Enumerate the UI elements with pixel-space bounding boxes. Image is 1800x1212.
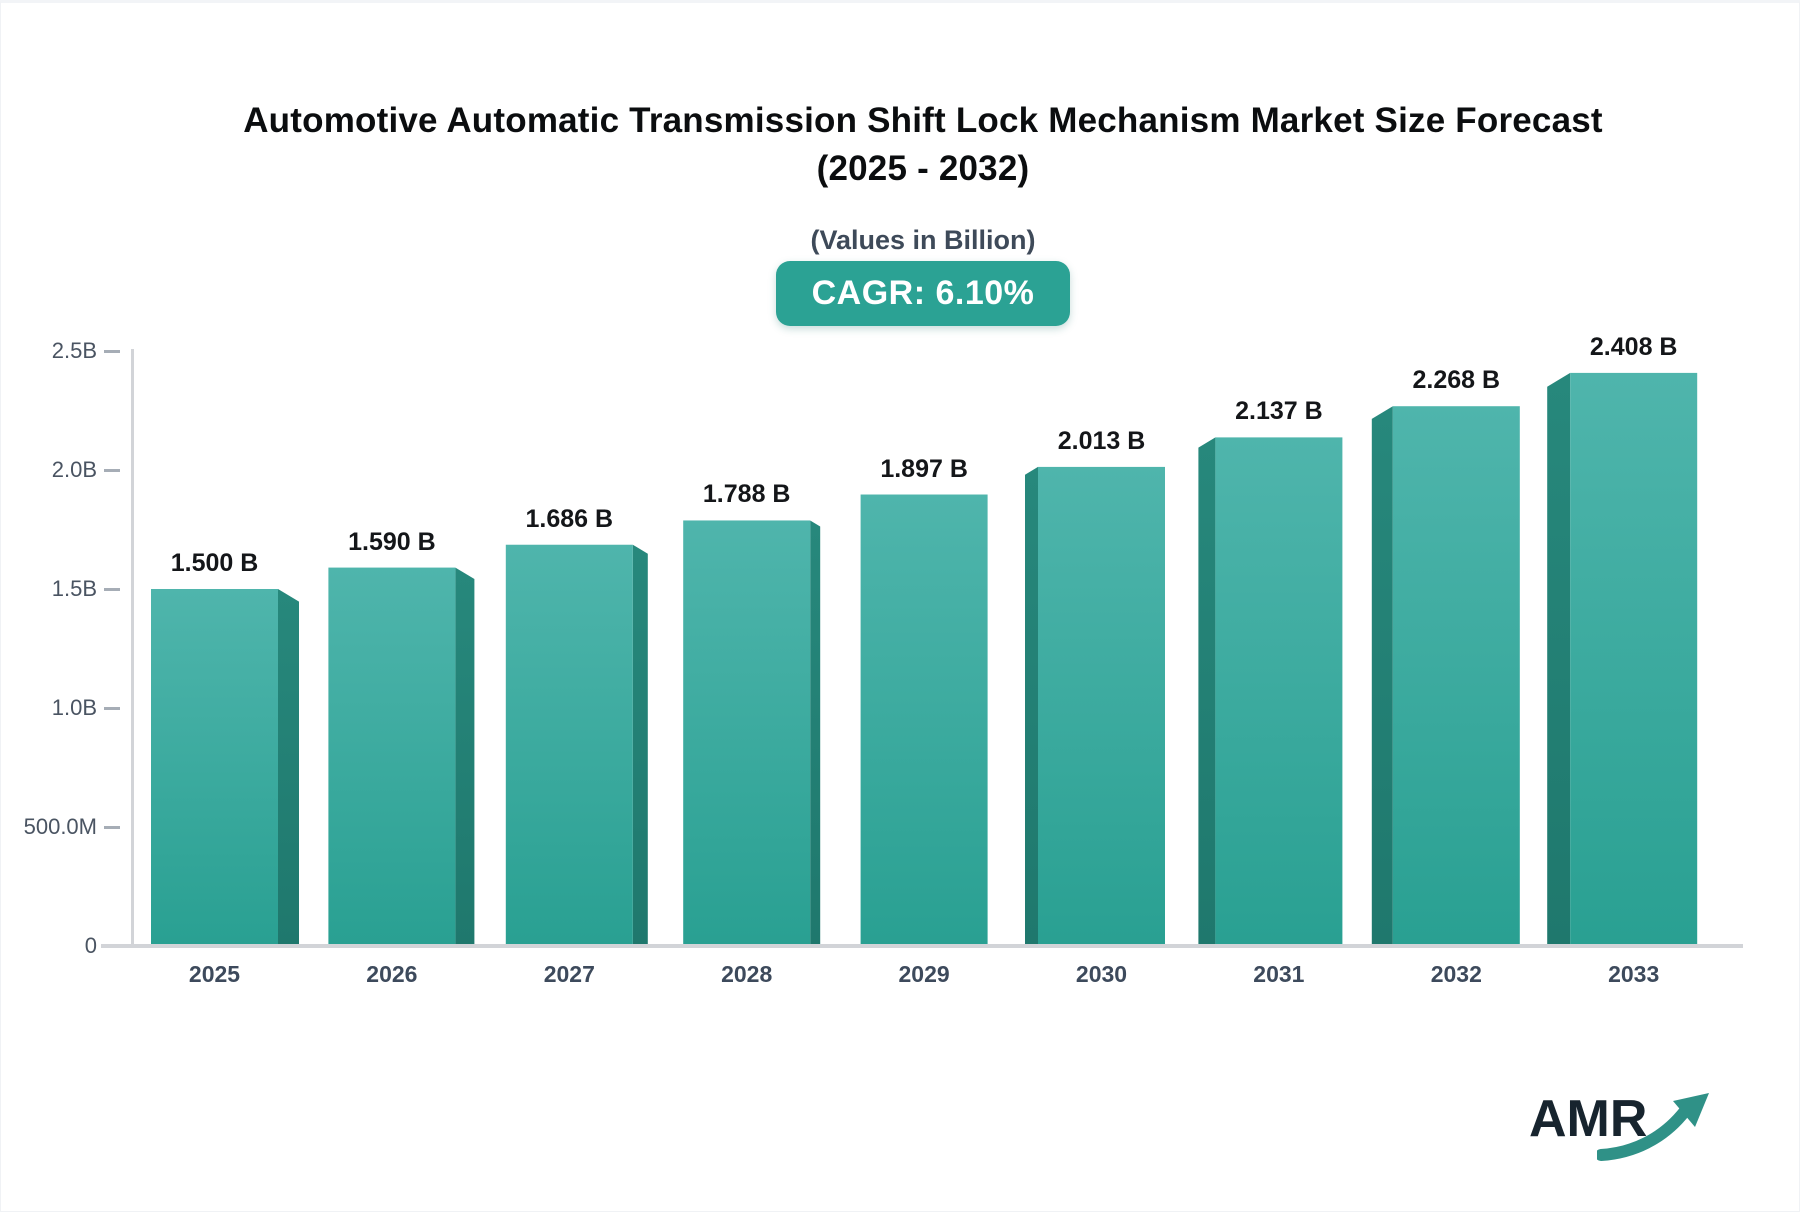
bar-value-label: 2.013 B xyxy=(1057,426,1146,455)
bar-side-face xyxy=(632,544,648,946)
bar-value-label: 2.268 B xyxy=(1412,366,1501,395)
y-tick-mark xyxy=(104,825,120,829)
y-tick-label: 1.5B xyxy=(51,576,97,601)
bar-2033[interactable] xyxy=(1570,372,1698,946)
bar-value-label: 1.897 B xyxy=(880,454,968,483)
bar-2028[interactable] xyxy=(683,520,811,946)
y-tick-mark xyxy=(104,587,120,591)
amr-logo: AMR xyxy=(1529,1091,1719,1181)
chart-title-line2: (2025 - 2032) xyxy=(816,149,1030,188)
cagr-badge: CAGR: 6.10% xyxy=(775,261,1071,326)
bar-2025[interactable] xyxy=(151,589,278,946)
bar-value-label: 1.590 B xyxy=(348,527,436,556)
bar-value-label: 1.686 B xyxy=(525,504,614,533)
bar-side-face xyxy=(278,589,299,946)
x-tick-label: 2032 xyxy=(1430,961,1482,987)
bar-value-label: 1.500 B xyxy=(170,549,259,577)
bar-side-face xyxy=(1371,406,1393,946)
bar-side-face xyxy=(1547,372,1571,946)
bar-value-label: 2.408 B xyxy=(1589,332,1678,361)
y-tick-label: 1.0B xyxy=(51,695,97,720)
x-tick-label: 2027 xyxy=(543,961,595,987)
bar-series xyxy=(151,372,1698,946)
bar-side-face xyxy=(455,567,475,946)
y-tick-label: 0 xyxy=(84,933,97,958)
y-tick-mark xyxy=(104,706,120,710)
growth-arrow-icon xyxy=(1597,1093,1709,1161)
bar-value-label: 1.788 B xyxy=(702,480,791,509)
x-tick-label: 2031 xyxy=(1253,961,1305,987)
x-tick-label: 2025 xyxy=(188,961,241,987)
amr-logo-text: AMR xyxy=(1529,1090,1648,1148)
bar-side-face xyxy=(1198,437,1216,946)
bar-2030[interactable] xyxy=(1038,466,1165,946)
y-tick-label: 2.0B xyxy=(51,457,97,482)
chart-subtitle: (Values in Billion) xyxy=(810,225,1036,255)
x-tick-label: 2028 xyxy=(721,961,773,987)
x-axis-line xyxy=(101,944,1743,948)
bar-2029[interactable] xyxy=(860,494,988,946)
bar-side-face xyxy=(810,520,821,946)
x-tick-label: 2030 xyxy=(1075,961,1128,987)
y-tick-mark xyxy=(104,349,120,353)
y-tick-mark xyxy=(104,468,120,472)
bar-2026[interactable] xyxy=(328,567,456,946)
chart-title-line1: Automotive Automatic Transmission Shift … xyxy=(243,101,1603,140)
x-tick-label: 2029 xyxy=(898,961,950,987)
bar-side-face xyxy=(1025,466,1038,946)
chart-title: Automotive Automatic Transmission Shift … xyxy=(47,97,1799,193)
y-tick-label: 500.0M xyxy=(23,814,97,839)
x-tick-label: 2026 xyxy=(366,961,418,987)
bar-2032[interactable] xyxy=(1392,406,1520,946)
y-tick-label: 2.5B xyxy=(51,338,97,363)
y-axis-line xyxy=(130,349,134,946)
bar-2031[interactable] xyxy=(1215,437,1343,946)
bar-value-label: 2.137 B xyxy=(1235,397,1323,426)
x-tick-label: 2033 xyxy=(1608,961,1660,987)
bar-2027[interactable] xyxy=(505,544,633,946)
